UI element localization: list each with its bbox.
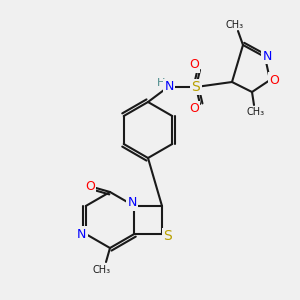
Text: S: S [192, 80, 200, 94]
Text: O: O [269, 74, 279, 86]
Text: N: N [262, 50, 272, 62]
Text: S: S [164, 229, 172, 243]
Text: O: O [189, 103, 199, 116]
Text: N: N [128, 196, 137, 209]
Text: H: H [157, 78, 165, 88]
Text: O: O [189, 58, 199, 71]
Text: CH₃: CH₃ [93, 265, 111, 275]
Text: N: N [164, 80, 174, 94]
Text: CH₃: CH₃ [226, 20, 244, 30]
Text: O: O [85, 179, 95, 193]
Text: CH₃: CH₃ [247, 107, 265, 117]
Text: N: N [77, 227, 86, 241]
